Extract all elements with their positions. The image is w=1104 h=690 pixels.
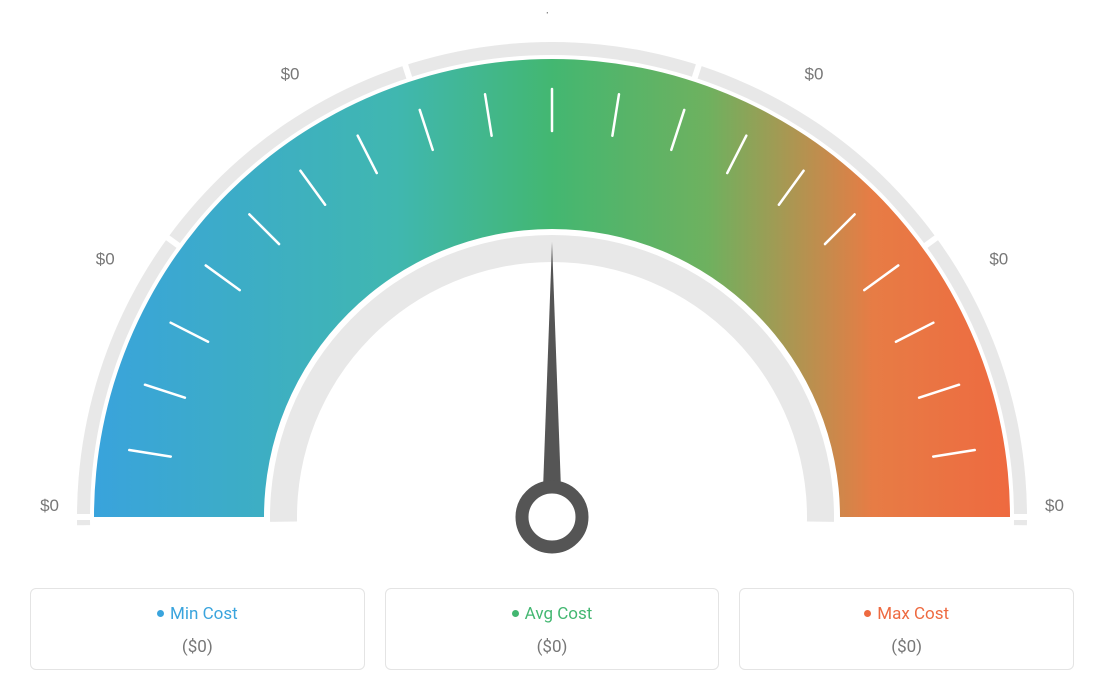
scale-label: $0 xyxy=(1045,496,1064,515)
scale-label: $0 xyxy=(989,250,1008,269)
legend-title-max: Max Cost xyxy=(750,603,1063,625)
legend-title-min: Min Cost xyxy=(41,603,354,625)
gauge-svg: $0 $0 $0 $0 $0 $0 $0 xyxy=(30,12,1074,572)
scale-label: $0 xyxy=(805,65,824,84)
gauge-area: $0 $0 $0 $0 $0 $0 $0 xyxy=(30,12,1074,567)
legend-title-text: Max Cost xyxy=(877,604,949,624)
legend-title-text: Avg Cost xyxy=(525,604,593,624)
scale-label: $0 xyxy=(281,65,300,84)
dot-icon xyxy=(864,610,871,617)
legend-title-text: Min Cost xyxy=(170,604,238,624)
legend-card-max: Max Cost ($0) xyxy=(739,588,1074,670)
legend-value-min: ($0) xyxy=(41,637,354,657)
legend-value-max: ($0) xyxy=(750,637,1063,657)
scale-label: $0 xyxy=(40,496,59,515)
legend-card-avg: Avg Cost ($0) xyxy=(385,588,720,670)
legend-value-avg: ($0) xyxy=(396,637,709,657)
legend-title-avg: Avg Cost xyxy=(396,603,709,625)
legend-row: Min Cost ($0) Avg Cost ($0) Max Cost ($0… xyxy=(30,588,1074,670)
scale-label: $0 xyxy=(96,250,115,269)
gauge-cost-widget: $0 $0 $0 $0 $0 $0 $0 Min Cost ($0) Avg Cost ($… xyxy=(0,0,1104,690)
scale-label: $0 xyxy=(543,12,562,16)
dot-icon xyxy=(512,610,519,617)
dot-icon xyxy=(157,610,164,617)
legend-card-min: Min Cost ($0) xyxy=(30,588,365,670)
